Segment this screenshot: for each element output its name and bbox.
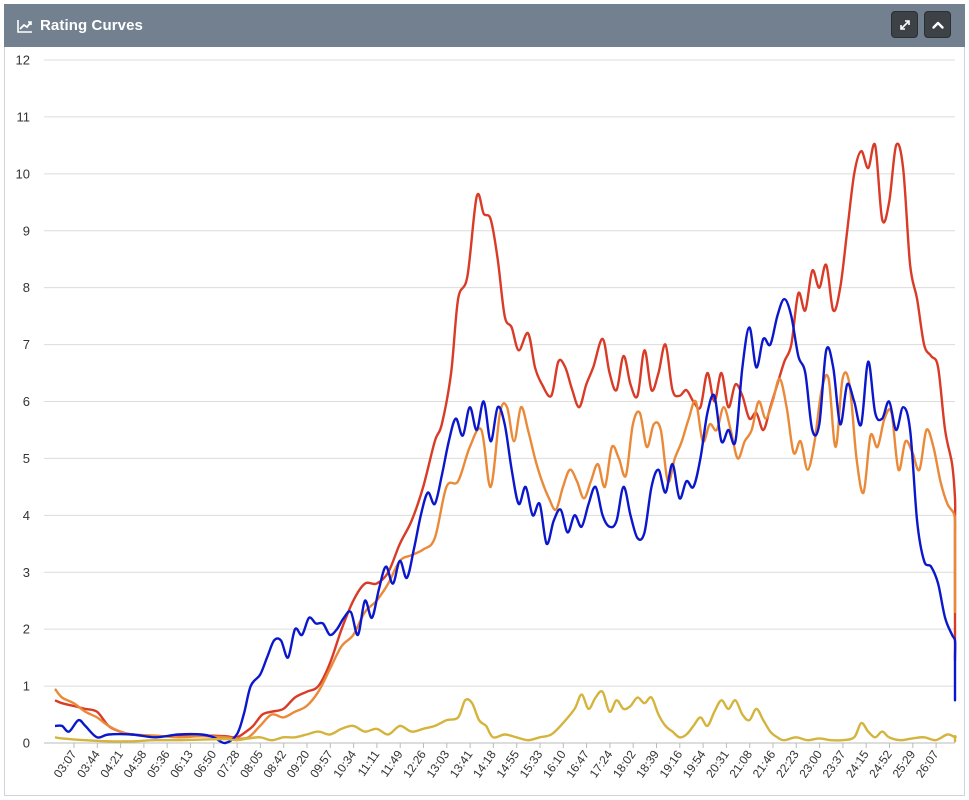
header-tools xyxy=(891,11,951,38)
x-axis-ticks: 03:0703:4404:2104:5805:3606:1306:5007:28… xyxy=(51,743,942,780)
x-tick-label: 20:31 xyxy=(703,747,732,780)
y-tick-label: 1 xyxy=(23,679,30,694)
y-tick-label: 7 xyxy=(23,337,30,352)
y-tick-label: 0 xyxy=(23,736,30,751)
chevron-up-icon xyxy=(931,18,945,32)
x-tick-label: 03:07 xyxy=(51,747,80,780)
x-tick-label: 25:29 xyxy=(890,747,919,780)
x-tick-label: 24:52 xyxy=(866,747,895,780)
x-tick-label: 14:55 xyxy=(493,747,522,780)
y-tick-label: 5 xyxy=(23,451,30,466)
x-tick-label: 26:07 xyxy=(913,747,942,780)
y-tick-label: 12 xyxy=(16,53,30,68)
series-line-yellow xyxy=(54,690,957,743)
series-line-orange xyxy=(54,371,957,740)
x-tick-label: 15:33 xyxy=(517,747,546,780)
x-tick-label: 06:13 xyxy=(167,747,196,780)
x-tick-label: 09:20 xyxy=(284,747,313,780)
x-tick-label: 11:49 xyxy=(377,747,405,779)
x-tick-label: 14:18 xyxy=(470,747,499,780)
y-tick-label: 9 xyxy=(23,223,30,238)
x-tick-label: 23:00 xyxy=(796,747,825,780)
series-lines xyxy=(54,142,957,745)
panel-title-text: Rating Curves xyxy=(40,17,143,34)
x-tick-label: 22:23 xyxy=(773,747,802,780)
x-tick-label: 21:46 xyxy=(750,747,779,780)
x-tick-label: 09:57 xyxy=(307,747,336,780)
x-tick-label: 17:24 xyxy=(587,747,616,780)
x-tick-label: 13:41 xyxy=(447,747,476,780)
y-tick-label: 8 xyxy=(23,280,30,295)
x-tick-label: 13:03 xyxy=(424,747,453,780)
expand-button[interactable] xyxy=(891,11,918,38)
x-tick-label: 04:58 xyxy=(121,747,150,780)
x-tick-label: 06:50 xyxy=(191,747,220,780)
x-tick-label: 03:44 xyxy=(74,747,103,780)
y-tick-label: 3 xyxy=(23,565,30,580)
series-line-red xyxy=(54,142,957,739)
x-tick-label: 07:28 xyxy=(214,747,243,780)
x-tick-label: 19:16 xyxy=(657,747,686,780)
x-tick-label: 08:42 xyxy=(260,747,289,780)
series-line-blue xyxy=(54,297,957,745)
x-tick-label: 21:08 xyxy=(726,747,755,780)
x-tick-label: 19:54 xyxy=(680,747,709,780)
x-tick-label: 18:02 xyxy=(610,747,639,780)
panel-title: Rating Curves xyxy=(16,17,143,35)
panel-header: Rating Curves xyxy=(4,4,965,47)
x-tick-label: 12:26 xyxy=(400,747,429,780)
x-tick-label: 11:11 xyxy=(355,747,383,778)
collapse-button[interactable] xyxy=(924,11,951,38)
y-tick-label: 11 xyxy=(17,109,31,124)
x-tick-label: 08:05 xyxy=(237,747,266,780)
x-tick-label: 16:47 xyxy=(563,747,592,780)
y-tick-label: 4 xyxy=(23,508,30,523)
x-tick-label: 04:21 xyxy=(97,747,126,780)
line-chart-icon xyxy=(16,17,34,35)
x-tick-label: 23:37 xyxy=(820,747,849,780)
x-tick-label: 18:39 xyxy=(633,747,662,780)
x-tick-label: 10:34 xyxy=(330,747,359,780)
y-tick-label: 10 xyxy=(16,166,30,181)
expand-icon xyxy=(898,18,912,32)
x-tick-label: 24:15 xyxy=(843,747,872,780)
x-tick-label: 16:10 xyxy=(540,747,569,780)
x-tick-label: 05:36 xyxy=(144,747,173,780)
y-tick-label: 6 xyxy=(23,394,30,409)
grid-lines xyxy=(44,59,955,744)
y-tick-label: 2 xyxy=(23,622,30,637)
